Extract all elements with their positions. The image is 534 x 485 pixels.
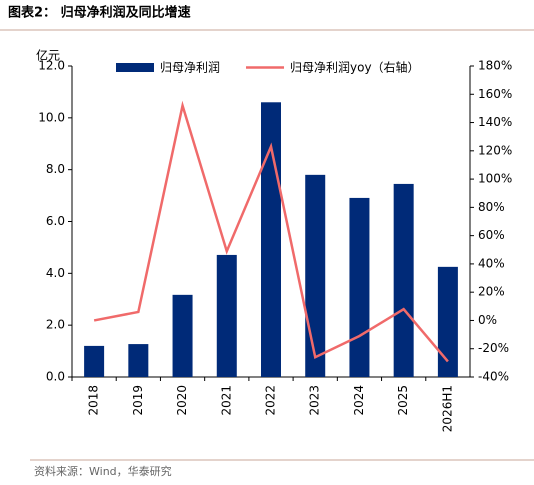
x-tick-label: 2018	[87, 385, 101, 416]
y2-tick-label: 120%	[478, 143, 512, 157]
bar	[216, 254, 237, 377]
y-tick-label: 12.0	[38, 59, 65, 73]
legend-swatch	[116, 63, 154, 72]
y-tick-label: 2.0	[46, 318, 65, 332]
legend-label: 归母净利润yoy（右轴）	[290, 60, 420, 75]
x-tick-label: 2026H1	[440, 385, 454, 432]
y-tick-label: 0.0	[46, 370, 65, 384]
y2-tick-label: -20%	[478, 341, 509, 355]
x-tick-label: 2019	[131, 385, 145, 416]
bar	[128, 344, 149, 377]
x-tick-label: 2024	[352, 385, 366, 416]
source: 资料来源：Wind，华泰研究	[34, 464, 172, 478]
x-tick-label: 2020	[175, 385, 189, 416]
bar	[437, 266, 458, 377]
bar	[305, 174, 326, 377]
x-tick-label: 2022	[264, 385, 278, 416]
x-tick-label: 2025	[396, 385, 410, 416]
x-tick-label: 2021	[219, 385, 233, 416]
y2-tick-label: 60%	[478, 228, 505, 242]
legend-label: 归母净利润	[160, 61, 220, 75]
y-tick-label: 10.0	[38, 110, 65, 124]
page-title: 图表2： 归母净利润及同比增速	[8, 5, 191, 21]
y-axis-label: 亿元	[36, 48, 60, 63]
y2-tick-label: 80%	[478, 200, 505, 214]
y-tick-label: 8.0	[46, 162, 65, 176]
bar	[84, 345, 105, 377]
y2-tick-label: 20%	[478, 285, 505, 299]
bar	[172, 294, 193, 377]
y2-tick-label: -40%	[478, 370, 509, 384]
x-tick-label: 2023	[308, 385, 322, 416]
y-tick-label: 6.0	[46, 214, 65, 228]
bar	[393, 183, 414, 377]
y2-tick-label: 40%	[478, 256, 505, 270]
y2-tick-label: 180%	[478, 59, 512, 73]
y2-tick-label: 140%	[478, 115, 512, 129]
y2-tick-label: 160%	[478, 87, 512, 101]
bar	[349, 197, 370, 377]
y2-tick-label: 0%	[478, 313, 497, 327]
line	[93, 100, 449, 363]
y-tick-label: 4.0	[46, 266, 65, 280]
y2-tick-label: 100%	[478, 172, 512, 186]
